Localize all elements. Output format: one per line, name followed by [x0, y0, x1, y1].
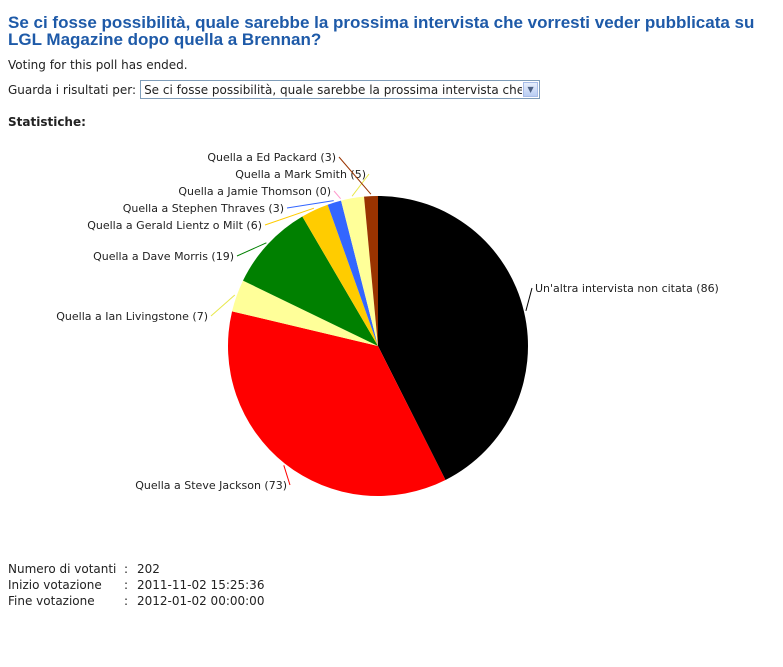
pie-slice-quella-a-steve-jackson: [227, 311, 446, 497]
results-select-value: Se ci fosse possibilità, quale sarebbe l…: [144, 82, 523, 97]
slice-label-quella-a-dave-morris: Quella a Dave Morris (19): [93, 250, 234, 263]
end-label: Fine votazione: [8, 594, 95, 608]
pie-slice-quella-a-ian-livingstone: [232, 280, 378, 346]
start-value: 2011-11-02 15:25:36: [137, 578, 265, 592]
poll-title: Se ci fosse possibilità, quale sarebbe l…: [8, 13, 755, 49]
voters-label: Numero di votanti: [8, 562, 117, 576]
leader-line-quella-a-steve-jackson: [283, 465, 291, 486]
slice-label-quella-a-gerald-lientz-o-milt: Quella a Gerald Lientz o Milt (6): [87, 219, 262, 232]
pie-slice-quella-a-ed-packard: [364, 196, 378, 346]
results-select[interactable]: Se ci fosse possibilità, quale sarebbe l…: [140, 80, 541, 99]
stats-heading: Statistiche:: [8, 115, 86, 129]
poll-footer: Numero di votanti : 202 Inizio votazione…: [8, 561, 264, 609]
leader-line-quella-a-dave-morris: [236, 242, 267, 257]
start-row: Inizio votazione : 2011-11-02 15:25:36: [8, 577, 264, 593]
leader-line-quella-a-gerald-lientz-o-milt: [264, 207, 315, 226]
end-separator: :: [124, 594, 129, 608]
leader-line-quella-a-jamie-thomson: [333, 190, 341, 200]
voters-separator: :: [124, 562, 129, 576]
slice-label-quella-a-jamie-thomson: Quella a Jamie Thomson (0): [178, 185, 331, 198]
slice-label-quella-a-stephen-thraves: Quella a Stephen Thraves (3): [123, 202, 284, 215]
chevron-down-icon[interactable]: ▼: [523, 82, 539, 97]
leader-line-quella-a-ed-packard: [338, 156, 372, 195]
leader-line-quella-a-ian-livingstone: [210, 294, 236, 317]
results-selector-label: Guarda i risultati per:: [8, 82, 137, 97]
leader-line-quella-a-mark-smith: [351, 173, 370, 197]
leader-line-quella-a-stephen-thraves: [286, 200, 334, 209]
end-value: 2012-01-02 00:00:00: [137, 594, 265, 608]
poll-status: Voting for this poll has ended.: [8, 58, 188, 72]
pie-chart: Un'altra intervista non citata (86) Quell…: [56, 151, 719, 497]
leader-line-un-altra-intervista-non-citata: [525, 287, 533, 312]
slice-label-quella-a-steve-jackson: Quella a Steve Jackson (73): [135, 479, 287, 492]
slice-label-quella-a-ed-packard: Quella a Ed Packard (3): [207, 151, 336, 164]
start-separator: :: [124, 578, 129, 592]
pie-slice-quella-a-stephen-thraves: [327, 200, 378, 346]
end-row: Fine votazione : 2012-01-02 00:00:00: [8, 593, 264, 609]
voters-row: Numero di votanti : 202: [8, 561, 264, 577]
slice-label-quella-a-ian-livingstone: Quella a Ian Livingstone (7): [56, 310, 208, 323]
pie-slice-un-altra-intervista-non-citata: [378, 196, 529, 480]
results-selector-row: Guarda i risultati per: Se ci fosse poss…: [8, 80, 541, 99]
voters-value: 202: [137, 562, 160, 576]
pie-slice-quella-a-gerald-lientz-o-milt: [302, 204, 378, 346]
pie-slice-quella-a-mark-smith: [341, 196, 378, 346]
pie-slice-quella-a-dave-morris: [243, 216, 378, 346]
start-label: Inizio votazione: [8, 578, 102, 592]
slice-label-quella-a-mark-smith: Quella a Mark Smith (5): [235, 168, 366, 181]
slice-label-un-altra-intervista-non-citata: Un'altra intervista non citata (86): [535, 282, 719, 295]
